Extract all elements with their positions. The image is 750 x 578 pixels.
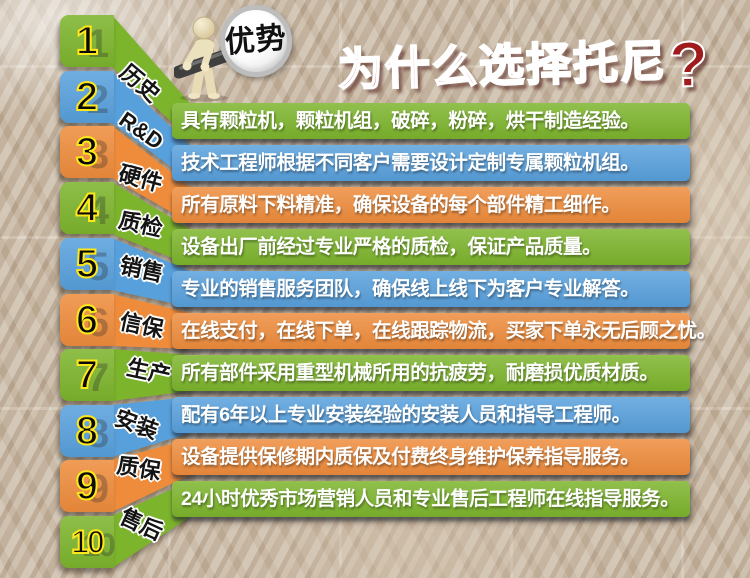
feature-text: 所有原料下料精准，确保设备的每个部件精工细作。 <box>181 194 621 216</box>
feature-text: 专业的销售服务团队，确保线上线下为客户专业解答。 <box>181 278 640 300</box>
ribbon-diagonal-5 <box>112 238 190 307</box>
step-number: 2 <box>75 74 99 120</box>
step-number: 10 <box>70 523 106 561</box>
step-number: 5 <box>75 241 99 287</box>
step-tag: 质保 <box>115 452 163 485</box>
feature-text: 设备提供保修期内质保及付费终身维护保养指导服务。 <box>181 446 640 468</box>
step-number: 6 <box>75 297 99 343</box>
step-number: 3 <box>75 129 99 175</box>
step-number-band: 1 <box>60 15 114 67</box>
step-number: 1 <box>75 18 99 64</box>
ribbon-diagonal-3 <box>112 126 190 223</box>
feature-text: 具有颗粒机，颗粒机组，破碎，粉碎，烘干制造经验。 <box>181 110 640 132</box>
ribbon-diagonal-9 <box>112 439 190 512</box>
feature-bar: 设备提供保修期内质保及付费终身维护保养指导服务。 <box>172 439 690 475</box>
step-number: 8 <box>75 408 99 454</box>
ribbon-diagonal-2 <box>112 71 190 181</box>
step-number-band: 10 <box>60 516 114 568</box>
feature-text: 24小时优秀市场营销人员和专业售后工程师在线指导服务。 <box>181 488 680 510</box>
step-number: 7 <box>75 352 99 398</box>
feature-bar: 技术工程师根据不同客户需要设计定制专属颗粒机组。 <box>172 145 690 181</box>
badge-text: 优势 <box>223 21 289 60</box>
feature-text: 在线支付，在线下单，在线跟踪物流，买家下单永无后顾之忧。 <box>181 320 716 342</box>
step-number-band: 7 <box>60 349 114 401</box>
step-number-band: 9 <box>60 460 114 512</box>
feature-text: 配有6年以上专业安装经验的安装人员和指导工程师。 <box>181 404 631 426</box>
feature-bar: 所有部件采用重型机械所用的抗疲劳，耐磨损优质材质。 <box>172 355 690 391</box>
feature-text: 所有部件采用重型机械所用的抗疲劳，耐磨损优质材质。 <box>181 362 659 384</box>
step-number-band: 2 <box>60 71 114 123</box>
feature-bar: 专业的销售服务团队，确保线上线下为客户专业解答。 <box>172 271 690 307</box>
magnifier-lens: 优势 <box>220 5 292 77</box>
feature-bar: 所有原料下料精准，确保设备的每个部件精工细作。 <box>172 187 690 223</box>
page-title: 为什么选择托尼? <box>336 23 750 111</box>
feature-text: 技术工程师根据不同客户需要设计定制专属颗粒机组。 <box>181 152 640 174</box>
feature-bar: 具有颗粒机，颗粒机组，破碎，粉碎，烘干制造经验。 <box>172 103 690 139</box>
feature-bar: 配有6年以上专业安装经验的安装人员和指导工程师。 <box>172 397 690 433</box>
step-number-band: 8 <box>60 405 114 457</box>
feature-bar: 设备出厂前经过专业严格的质检，保证产品质量。 <box>172 229 690 265</box>
ribbon-diagonal-6 <box>112 294 190 349</box>
ribbon-diagonal-7 <box>112 349 190 401</box>
step-number: 4 <box>75 185 99 231</box>
feature-text: 设备出厂前经过专业严格的质检，保证产品质量。 <box>181 236 602 258</box>
step-number-band: 4 <box>60 182 114 234</box>
feature-bar: 24小时优秀市场营销人员和专业售后工程师在线指导服务。 <box>172 481 690 517</box>
step-number-band: 3 <box>60 126 114 178</box>
feature-bar: 在线支付，在线下单，在线跟踪物流，买家下单永无后顾之忧。 <box>172 313 716 349</box>
figure-with-magnifier-icon <box>174 16 238 102</box>
title-text: 为什么选择托尼 <box>336 35 668 97</box>
ribbon-diagonal-10 <box>112 481 190 568</box>
step-number-band: 5 <box>60 238 114 290</box>
step-number: 9 <box>75 463 99 509</box>
step-number-band: 6 <box>60 294 114 346</box>
title-question-mark: ? <box>667 27 710 102</box>
ribbon-diagonal-1 <box>112 15 190 139</box>
ribbon-diagonal-8 <box>112 397 190 457</box>
ribbon-diagonal-4 <box>112 182 190 265</box>
